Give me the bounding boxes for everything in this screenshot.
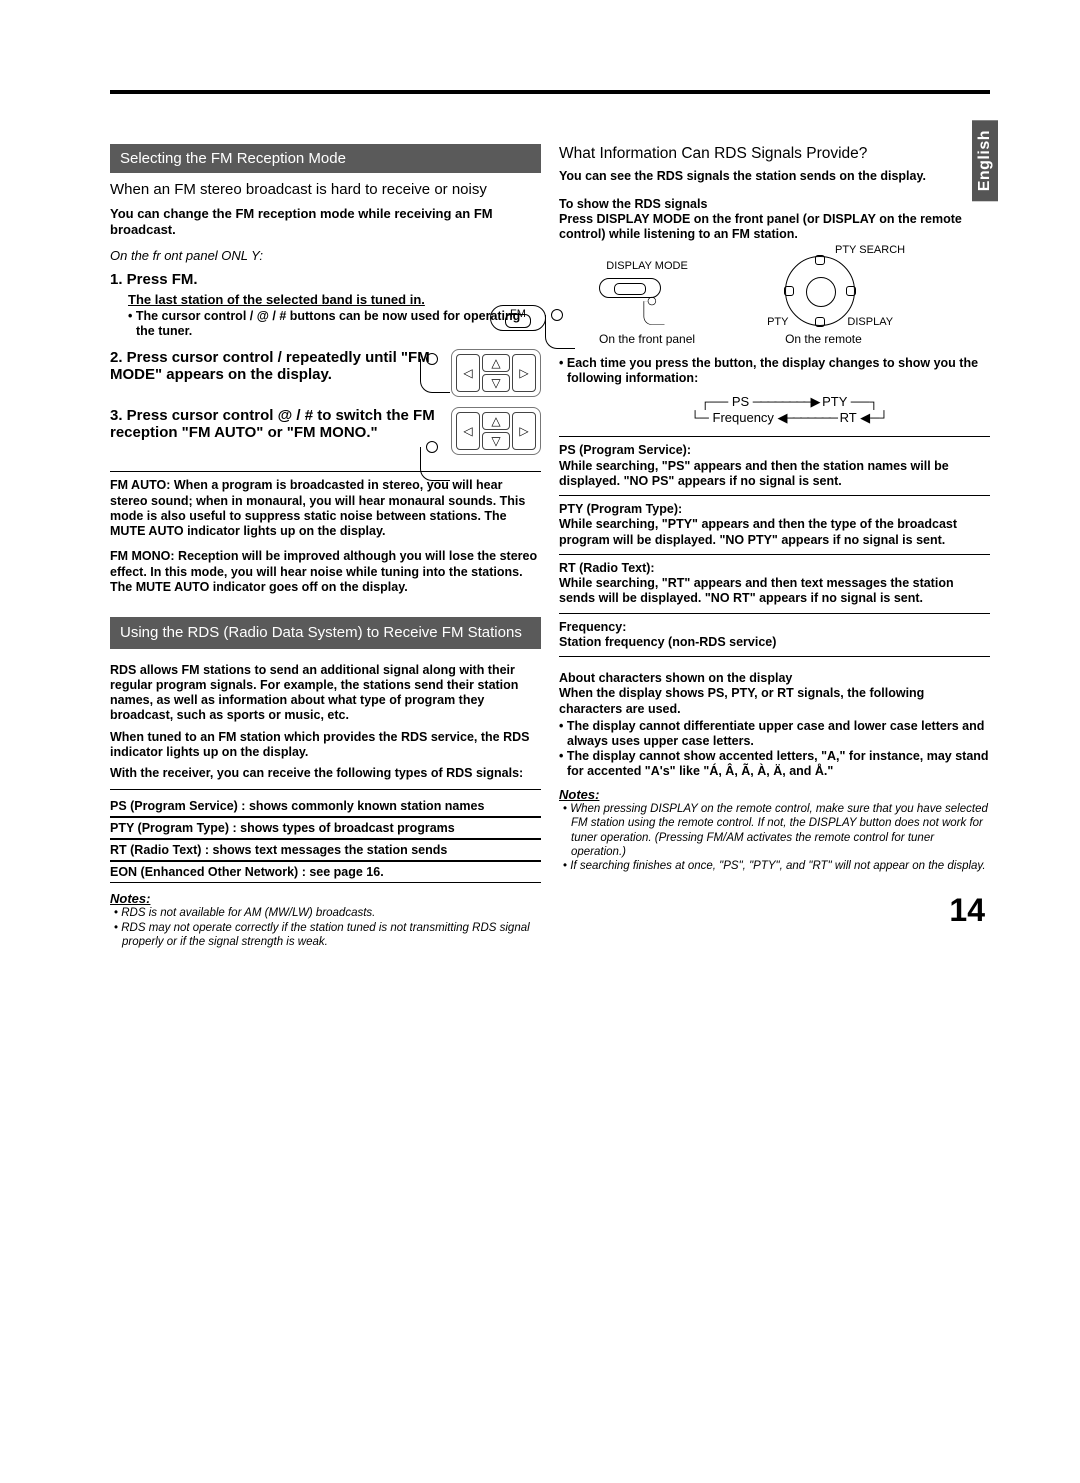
note-r1: When pressing DISPLAY on the remote cont… [571, 802, 990, 860]
hand-icon [420, 359, 450, 393]
signal-pty: PTY (Program Type) : shows types of broa… [110, 817, 541, 839]
rds-p1: RDS allows FM stations to send an additi… [110, 663, 541, 724]
remote-left-icon [784, 286, 794, 296]
fm-mono-desc: FM MONO: Reception will be improved alth… [110, 549, 541, 595]
page-number: 14 [949, 892, 985, 929]
freq-head: Frequency: [559, 620, 990, 635]
ps-head: PS (Program Service): [559, 443, 990, 458]
pty-search-label: PTY SEARCH [835, 244, 905, 256]
pty-head: PTY (Program Type): [559, 502, 990, 517]
remote-label: On the remote [785, 332, 885, 346]
notes-heading: Notes: [559, 787, 990, 802]
note-2: RDS may not operate correctly if the sta… [122, 921, 541, 950]
cursor-right-icon: ▷ [512, 412, 536, 450]
rds-p3: With the receiver, you can receive the f… [110, 766, 541, 781]
display-mode-button-icon [599, 278, 679, 326]
fm-button-icon: FM [490, 305, 546, 331]
divider [559, 656, 990, 657]
rt-body: While searching, "RT" appears and then t… [559, 576, 990, 607]
hand-icon [545, 315, 575, 349]
front-panel-group: DISPLAY MODE On the front panel [599, 260, 695, 346]
display-label: DISPLAY [847, 316, 893, 328]
step3: 3. Press cursor control @ / # to switch … [110, 407, 441, 441]
ps-body: While searching, "PS" appears and then t… [559, 459, 990, 490]
show-rds-title: To show the RDS signals [559, 197, 990, 212]
rds-p2: When tuned to an FM station which provid… [110, 730, 541, 761]
cursor-left-icon: ◁ [456, 412, 480, 450]
notes-heading: Notes: [110, 891, 541, 906]
panel-icons: DISPLAY MODE On the front panel PTY SEAR… [599, 256, 990, 346]
step1-sub: The last station of the selected band is… [128, 292, 425, 307]
flow-pty: PTY [822, 394, 847, 409]
language-tab: English [972, 120, 998, 201]
remote-right-icon [846, 286, 856, 296]
rds-flow-diagram: ┌── PS ────────▶ PTY ──┐ └─ Frequency ◀─… [589, 394, 990, 426]
signal-eon: EON (Enhanced Other Network) : see page … [110, 861, 541, 883]
remote-down-icon [815, 317, 825, 327]
cursor-left-icon: ◁ [456, 354, 480, 392]
cursor-down-icon: ▽ [482, 432, 510, 450]
remote-up-icon [815, 255, 825, 265]
fm-auto-desc: FM AUTO: When a program is broadcasted i… [110, 478, 541, 539]
divider [110, 471, 541, 472]
signal-rt: RT (Radio Text) : shows text messages th… [110, 839, 541, 861]
step1: 1. Press FM. [110, 271, 541, 288]
rds-question: What Information Can RDS Signals Provide… [559, 144, 990, 163]
show-rds-body: Press DISPLAY MODE on the front panel (o… [559, 212, 990, 243]
each-time-bullet: Each time you press the button, the disp… [567, 356, 990, 386]
cursor-pad-icon: ◁ △ ▽ ▷ [451, 407, 541, 455]
about-head: About characters shown on the display [559, 671, 990, 686]
remote-group: PTY SEARCH PTY DISPLAY On the remote [785, 256, 885, 346]
about-body: When the display shows PS, PTY, or RT si… [559, 686, 990, 717]
divider [559, 554, 990, 555]
flow-freq: Frequency [713, 410, 774, 425]
intro-bold: You can change the FM reception mode whi… [110, 206, 541, 239]
cursor-up-icon: △ [482, 354, 510, 372]
front-panel-label: On the front panel [599, 332, 695, 346]
divider [559, 436, 990, 437]
divider [559, 613, 990, 614]
right-column: What Information Can RDS Signals Provide… [559, 144, 990, 949]
front-panel-only: On the fr ont panel ONL Y: [110, 248, 541, 263]
hand-icon [420, 447, 450, 481]
cursor-up-icon: △ [482, 412, 510, 430]
divider [110, 789, 541, 790]
step1-bullet: The cursor control / @ / # buttons can b… [136, 309, 541, 339]
cursor-pad-icon: ◁ △ ▽ ▷ [451, 349, 541, 397]
intro-text: When an FM stereo broadcast is hard to r… [110, 181, 541, 200]
cursor-right-icon: ▷ [512, 354, 536, 392]
pty-minus-label: PTY [767, 316, 788, 328]
about-bullet-1: The display cannot differentiate upper c… [567, 719, 990, 749]
step2: 2. Press cursor control / repeatedly unt… [110, 349, 441, 383]
display-mode-label: DISPLAY MODE [599, 260, 695, 272]
cursor-down-icon: ▽ [482, 374, 510, 392]
freq-body: Station frequency (non-RDS service) [559, 635, 990, 650]
flow-ps: PS [732, 394, 749, 409]
note-r2: If searching finishes at once, "PS", "PT… [571, 859, 990, 873]
rt-head: RT (Radio Text): [559, 561, 990, 576]
rds-question-sub: You can see the RDS signals the station … [559, 169, 990, 184]
flow-rt: RT [840, 410, 857, 425]
signal-ps: PS (Program Service) : shows commonly kn… [110, 796, 541, 817]
divider [559, 495, 990, 496]
section-rds-title: Using the RDS (Radio Data System) to Rec… [110, 617, 541, 649]
top-rule [110, 90, 990, 94]
about-bullet-2: The display cannot show accented letters… [567, 749, 990, 779]
fm-label: FM [510, 308, 526, 320]
section-fm-mode-title: Selecting the FM Reception Mode [110, 144, 541, 173]
left-column: Selecting the FM Reception Mode When an … [110, 144, 541, 949]
note-1: RDS is not available for AM (MW/LW) broa… [122, 906, 541, 920]
pty-body: While searching, "PTY" appears and then … [559, 517, 990, 548]
remote-ring-icon [785, 256, 855, 326]
